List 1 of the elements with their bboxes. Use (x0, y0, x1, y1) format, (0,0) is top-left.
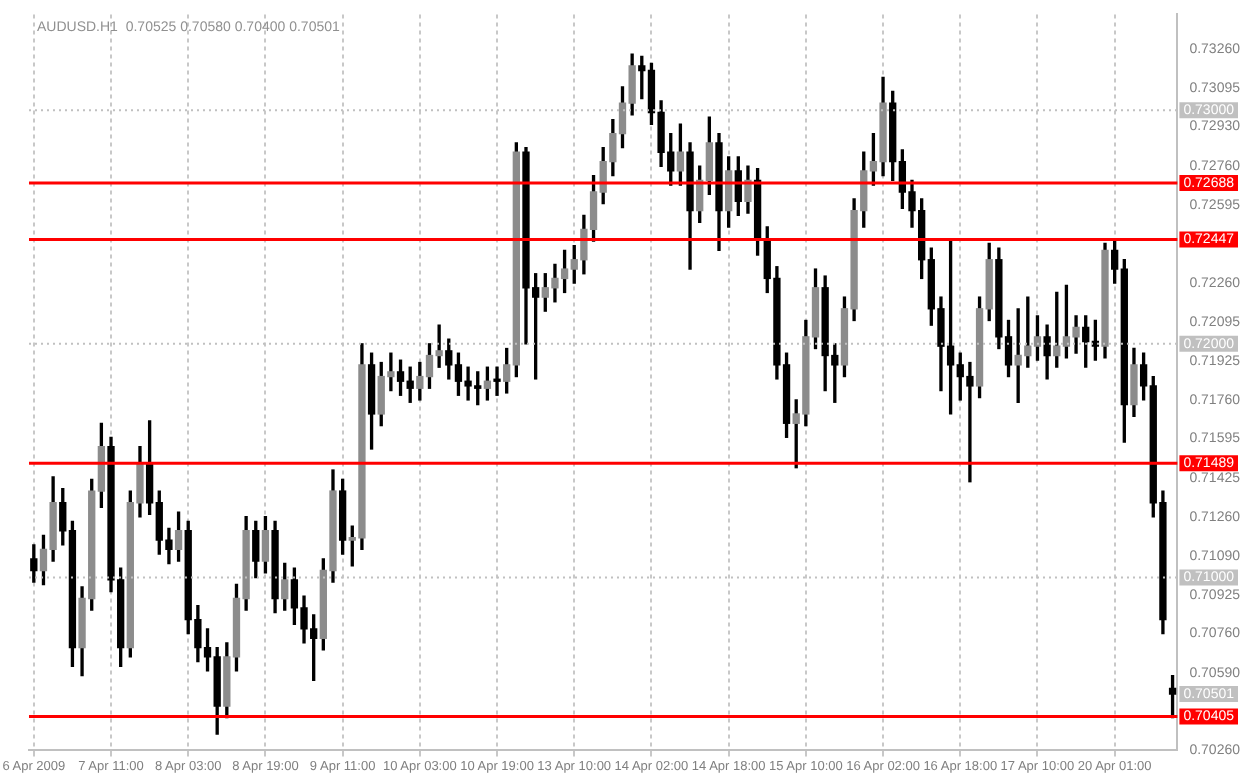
candlestick (493, 366, 501, 396)
